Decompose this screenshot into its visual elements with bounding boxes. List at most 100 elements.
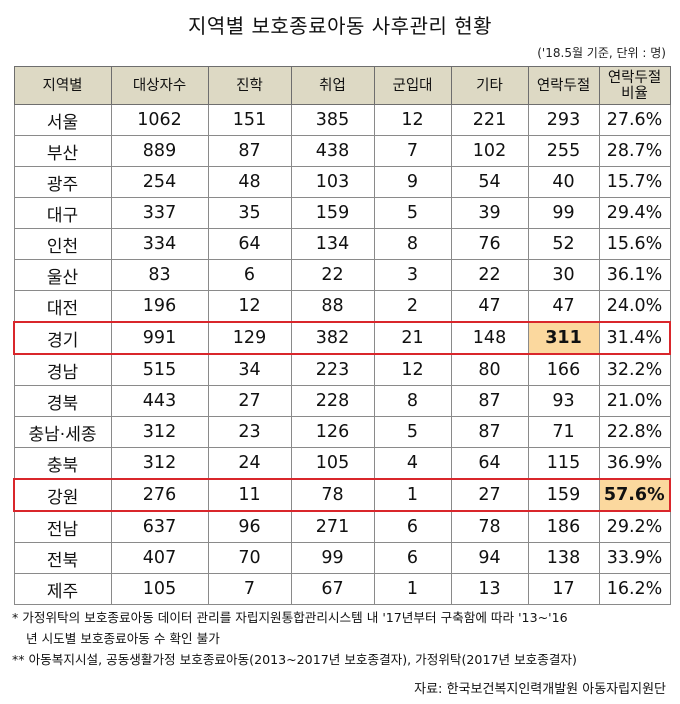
value-cell: 312 <box>110 447 209 480</box>
header-employment: 취업 <box>290 66 375 105</box>
value-cell: 33.9% <box>598 542 671 574</box>
value-cell: 36.9% <box>598 447 671 480</box>
region-cell: 제주 <box>13 573 112 605</box>
value-cell: 27 <box>450 478 529 512</box>
table-row: 광주 254 48 103 9 54 40 15.7% <box>13 166 671 198</box>
value-cell: 11 <box>207 478 292 512</box>
footnote-1-line-1: * 가정위탁의 보호종료아동 데이터 관리를 자립지원통합관리시스템 내 '17… <box>12 610 568 625</box>
value-cell: 7 <box>373 135 452 167</box>
value-cell: 64 <box>207 228 292 260</box>
value-cell: 96 <box>207 510 292 543</box>
header-military: 군입대 <box>373 66 452 105</box>
value-cell: 8 <box>373 228 452 260</box>
value-cell: 83 <box>110 259 209 291</box>
value-cell: 30 <box>527 259 600 291</box>
value-cell: 5 <box>373 416 452 448</box>
table-row: 충북 312 24 105 4 64 115 36.9% <box>13 447 671 480</box>
value-cell: 27.6% <box>598 104 671 136</box>
table-row: 인천 334 64 134 8 76 52 15.6% <box>13 228 671 260</box>
value-cell: 129 <box>207 321 292 355</box>
value-cell: 99 <box>290 542 375 574</box>
region-cell: 대전 <box>13 290 112 323</box>
value-cell: 7 <box>207 573 292 605</box>
value-cell: 87 <box>450 416 529 448</box>
value-cell: 87 <box>450 385 529 417</box>
table-row: 전북 407 70 99 6 94 138 33.9% <box>13 542 671 574</box>
value-cell: 15.7% <box>598 166 671 198</box>
region-cell: 경남 <box>13 353 112 386</box>
value-cell: 115 <box>527 447 600 480</box>
value-cell: 4 <box>373 447 452 480</box>
value-cell: 9 <box>373 166 452 198</box>
value-cell: 27 <box>207 385 292 417</box>
value-cell: 16.2% <box>598 573 671 605</box>
region-cell: 인천 <box>13 228 112 260</box>
value-cell: 70 <box>207 542 292 574</box>
value-cell: 52 <box>527 228 600 260</box>
value-cell: 47 <box>450 290 529 323</box>
value-cell: 21.0% <box>598 385 671 417</box>
region-cell: 경북 <box>13 385 112 417</box>
value-cell: 80 <box>450 353 529 386</box>
value-cell: 126 <box>290 416 375 448</box>
table-row: 대전 196 12 88 2 47 47 24.0% <box>13 290 671 323</box>
value-cell: 99 <box>527 197 600 229</box>
value-cell: 159 <box>527 478 600 512</box>
value-cell: 29.4% <box>598 197 671 229</box>
table-row: 대구 337 35 159 5 39 99 29.4% <box>13 197 671 229</box>
value-cell: 138 <box>527 542 600 574</box>
value-cell: 24 <box>207 447 292 480</box>
region-cell: 광주 <box>13 166 112 198</box>
value-cell: 254 <box>110 166 209 198</box>
value-cell: 443 <box>110 385 209 417</box>
value-cell: 24.0% <box>598 290 671 323</box>
value-cell: 12 <box>373 104 452 136</box>
region-cell: 부산 <box>13 135 112 167</box>
region-cell: 전남 <box>13 510 112 543</box>
header-target-count: 대상자수 <box>110 66 209 105</box>
value-cell: 1062 <box>110 104 209 136</box>
value-cell: 34 <box>207 353 292 386</box>
region-cell: 울산 <box>13 259 112 291</box>
value-cell: 17 <box>527 573 600 605</box>
value-cell: 221 <box>450 104 529 136</box>
header-other: 기타 <box>450 66 529 105</box>
table-row: 제주 105 7 67 1 13 17 16.2% <box>13 573 671 605</box>
value-cell: 23 <box>207 416 292 448</box>
region-cell: 강원 <box>13 478 112 512</box>
value-cell: 166 <box>527 353 600 386</box>
table-row: 강원 276 11 78 1 27 159 57.6% <box>13 478 671 512</box>
value-cell: 1 <box>373 573 452 605</box>
value-cell: 64 <box>450 447 529 480</box>
table-row: 충남·세종 312 23 126 5 87 71 22.8% <box>13 416 671 448</box>
region-cell: 대구 <box>13 197 112 229</box>
value-cell: 88 <box>290 290 375 323</box>
value-cell: 151 <box>207 104 292 136</box>
value-cell: 12 <box>373 353 452 386</box>
value-cell: 48 <box>207 166 292 198</box>
value-cell: 78 <box>450 510 529 543</box>
value-cell: 105 <box>290 447 375 480</box>
value-cell: 148 <box>450 321 529 355</box>
value-cell: 57.6% <box>598 478 671 512</box>
value-cell: 71 <box>527 416 600 448</box>
header-region: 지역별 <box>13 66 112 105</box>
value-cell: 29.2% <box>598 510 671 543</box>
table-row: 서울 1062 151 385 12 221 293 27.6% <box>13 104 671 136</box>
value-cell: 382 <box>290 321 375 355</box>
footnote-1-line-2: 년 시도별 보호종료아동 수 확인 불가 <box>26 631 220 646</box>
region-cell: 서울 <box>13 104 112 136</box>
region-cell: 충북 <box>13 447 112 480</box>
value-cell: 159 <box>290 197 375 229</box>
value-cell: 6 <box>207 259 292 291</box>
value-cell: 8 <box>373 385 452 417</box>
value-cell: 186 <box>527 510 600 543</box>
value-cell: 6 <box>373 542 452 574</box>
status-table: 지역별 대상자수 진학 취업 군입대 기타 연락두절 연락두절 비율 서울 106… <box>13 66 671 605</box>
value-cell: 293 <box>527 104 600 136</box>
value-cell: 22 <box>290 259 375 291</box>
value-cell: 228 <box>290 385 375 417</box>
value-cell: 35 <box>207 197 292 229</box>
value-cell: 334 <box>110 228 209 260</box>
value-cell: 36.1% <box>598 259 671 291</box>
